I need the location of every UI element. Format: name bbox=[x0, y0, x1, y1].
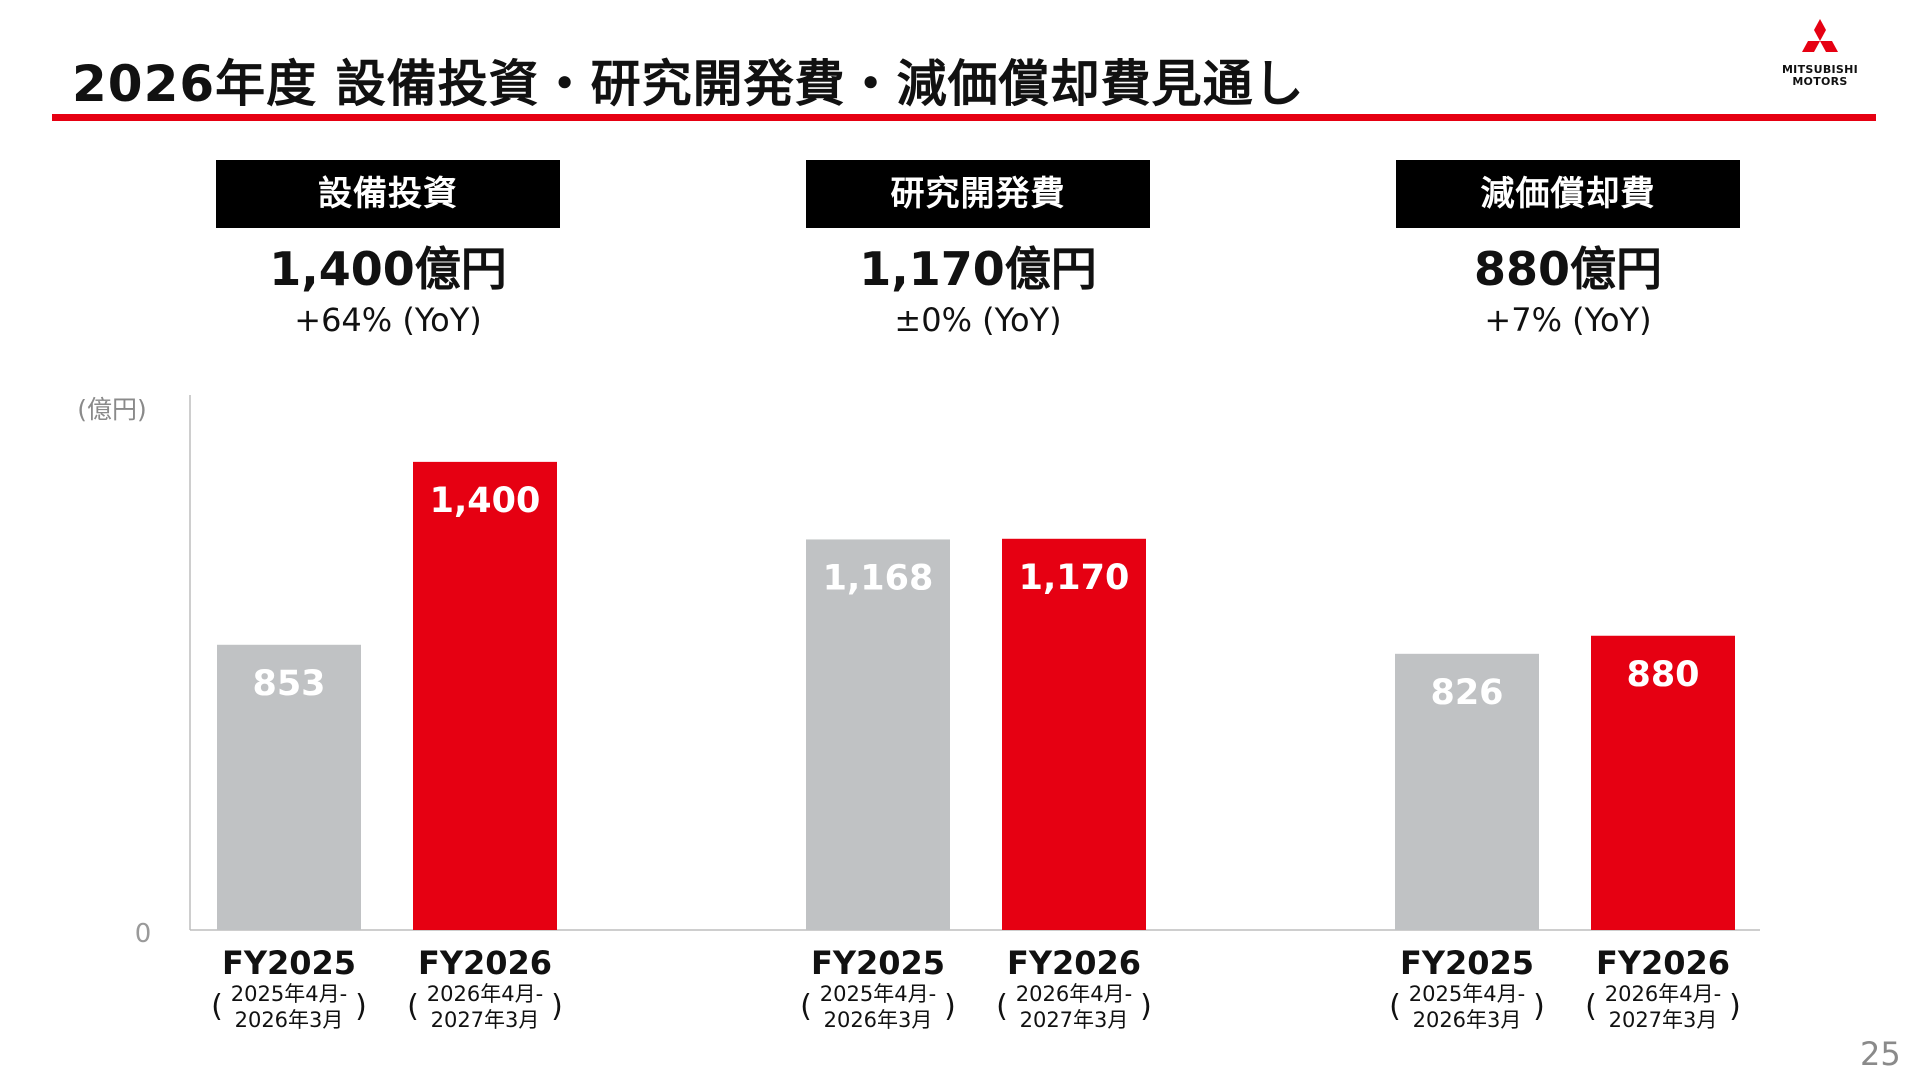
period-paren-open: ( bbox=[1585, 989, 1597, 1024]
period-label: 2026年3月 bbox=[824, 1008, 933, 1032]
period-paren-open: ( bbox=[211, 989, 223, 1024]
period-paren-close: ) bbox=[355, 989, 367, 1024]
bar bbox=[1395, 653, 1539, 930]
period-label: 2025年4月- bbox=[820, 982, 936, 1006]
logo-line1: MITSUBISHI bbox=[1781, 63, 1859, 76]
panel-capex: 設備投資 1,400億円 +64% (YoY) bbox=[216, 160, 560, 340]
panel-label: 減価償却費 bbox=[1396, 160, 1740, 228]
company-logo: MITSUBISHI MOTORS bbox=[1772, 18, 1868, 100]
period-label: 2026年3月 bbox=[1413, 1008, 1522, 1032]
panel-rnd: 研究開発費 1,170億円 ±0% (YoY) bbox=[806, 160, 1150, 340]
page-title: 2026年度 設備投資・研究開発費・減価償却費見通し bbox=[72, 55, 1305, 113]
period-label: 2025年4月- bbox=[231, 982, 347, 1006]
period-label: 2025年4月- bbox=[1409, 982, 1525, 1006]
bar bbox=[1002, 538, 1146, 930]
panel-yoy: +64% (YoY) bbox=[294, 301, 482, 339]
y-tick-label: 0 bbox=[135, 919, 152, 949]
bar bbox=[806, 539, 950, 930]
title-rule bbox=[52, 114, 1876, 121]
period-label: 2026年4月- bbox=[1016, 982, 1132, 1006]
panel-label: 設備投資 bbox=[216, 160, 560, 228]
page-number: 25 bbox=[1860, 1035, 1901, 1073]
x-tick-label: FY2026 bbox=[1007, 944, 1141, 982]
x-tick-label: FY2025 bbox=[1400, 944, 1534, 982]
x-tick-label: FY2025 bbox=[222, 944, 356, 982]
period-paren-open: ( bbox=[800, 989, 812, 1024]
period-paren-close: ) bbox=[944, 989, 956, 1024]
period-paren-close: ) bbox=[1729, 989, 1741, 1024]
data-label: 853 bbox=[252, 664, 325, 704]
period-label: 2027年3月 bbox=[431, 1008, 540, 1032]
data-label: 1,168 bbox=[823, 558, 934, 598]
data-label: 1,170 bbox=[1019, 558, 1130, 598]
period-paren-close: ) bbox=[551, 989, 563, 1024]
period-label: 2026年3月 bbox=[235, 1008, 344, 1032]
panel-value: 1,170億円 bbox=[859, 242, 1097, 296]
logo-line2: MOTORS bbox=[1792, 75, 1848, 88]
period-label: 2026年4月- bbox=[427, 982, 543, 1006]
y-axis-label: (億円) bbox=[77, 395, 147, 424]
panel-depreciation: 減価償却費 880億円 +7% (YoY) bbox=[1396, 160, 1740, 340]
period-label: 2026年4月- bbox=[1605, 982, 1721, 1006]
period-paren-open: ( bbox=[407, 989, 419, 1024]
x-tick-label: FY2026 bbox=[1596, 944, 1730, 982]
period-label: 2027年3月 bbox=[1020, 1008, 1129, 1032]
data-label: 1,400 bbox=[430, 481, 541, 521]
data-label: 826 bbox=[1430, 673, 1503, 713]
panel-yoy: ±0% (YoY) bbox=[894, 301, 1062, 339]
period-paren-close: ) bbox=[1533, 989, 1545, 1024]
data-label: 880 bbox=[1626, 655, 1699, 695]
bar bbox=[1591, 635, 1735, 930]
panel-value: 1,400億円 bbox=[269, 242, 507, 296]
bar bbox=[217, 644, 361, 930]
period-paren-open: ( bbox=[1389, 989, 1401, 1024]
three-diamonds-icon bbox=[1802, 19, 1838, 52]
panel-yoy: +7% (YoY) bbox=[1484, 301, 1652, 339]
period-paren-open: ( bbox=[996, 989, 1008, 1024]
period-label: 2027年3月 bbox=[1609, 1008, 1718, 1032]
x-tick-label: FY2025 bbox=[811, 944, 945, 982]
period-paren-close: ) bbox=[1140, 989, 1152, 1024]
bar bbox=[413, 461, 557, 930]
panel-label: 研究開発費 bbox=[806, 160, 1150, 228]
x-tick-label: FY2026 bbox=[418, 944, 552, 982]
panel-value: 880億円 bbox=[1473, 242, 1663, 296]
